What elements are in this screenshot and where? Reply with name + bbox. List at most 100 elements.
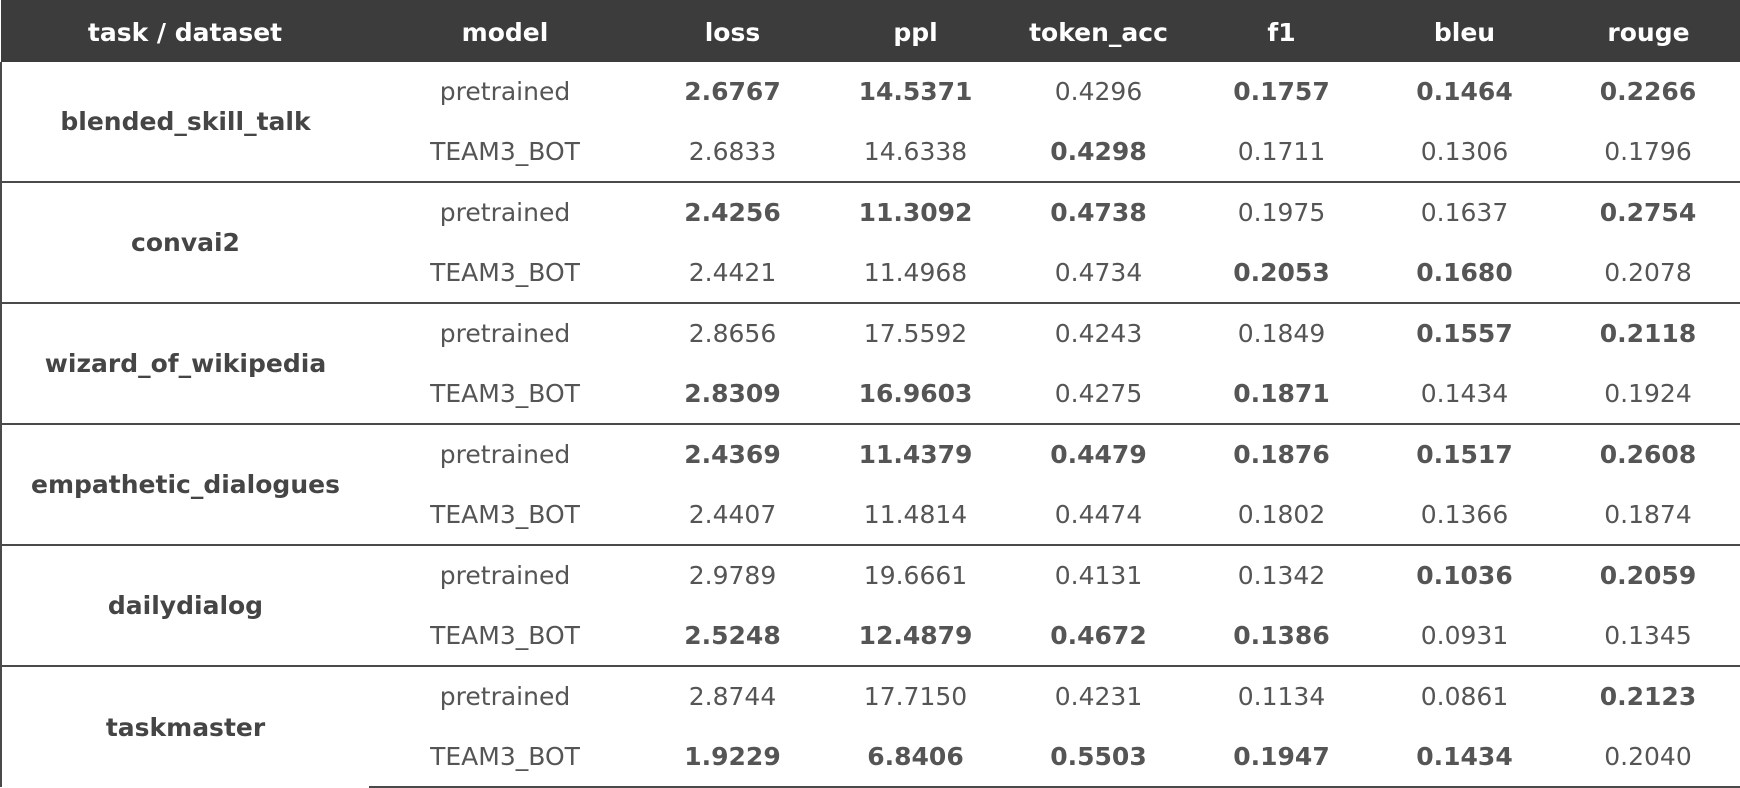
model-name-cell: pretrained [369, 181, 641, 243]
metric-cell-loss: 2.4369 [641, 423, 824, 485]
metric-cell-rouge: 0.2078 [1556, 242, 1740, 304]
table-row: taskmaster pretrained 2.8744 17.7150 0.4231 0… [0, 665, 1740, 787]
metric-cell-rouge: 0.1345 [1556, 605, 1740, 667]
metric-cell-loss: 2.6833 [641, 121, 824, 183]
metric-cell-f1: 0.2053 [1190, 242, 1373, 304]
metric-cell-token-acc: 0.4231 [1007, 665, 1190, 727]
task-name-cell: wizard_of_wikipedia [0, 302, 369, 424]
metric-cell-ppl: 16.9603 [824, 363, 1007, 425]
metric-cell-f1: 0.1711 [1190, 121, 1373, 183]
metric-cell-loss: 2.6767 [684, 77, 781, 107]
metric-cell-ppl: 14.6338 [824, 121, 1007, 183]
metric-cell-ppl: 12.4879 [824, 605, 1007, 667]
metric-cell-f1: 0.1947 [1190, 726, 1373, 788]
metric-cell-bleu: 0.1306 [1373, 121, 1556, 183]
metric-cell-f1: 0.1975 [1190, 181, 1373, 243]
table-row: TEAM3_BOT 2.8309 16.9603 0.4275 0.1871 0.1434… [1, 363, 1740, 425]
model-name-cell: pretrained [369, 544, 641, 606]
metric-cell-f1: 0.1849 [1190, 302, 1373, 364]
metric-cell-loss: 2.4421 [641, 242, 824, 304]
table-row: convai2 pretrained 2.4256 11.3092 0.4738 0.19… [0, 181, 1740, 303]
metric-cell-token-acc: 0.4243 [1007, 302, 1190, 364]
metric-cell-ppl: 17.7150 [824, 665, 1007, 727]
metric-cell-rouge: 0.2040 [1556, 726, 1740, 788]
metric-cell-rouge: 0.1796 [1556, 121, 1740, 183]
model-name-cell: TEAM3_BOT [369, 605, 641, 667]
metric-cell-bleu: 0.1036 [1373, 544, 1556, 606]
metric-cell-ppl: 14.5371 [858, 77, 973, 107]
metric-cell-token-acc: 0.5503 [1007, 726, 1190, 788]
table-header: task / dataset model loss ppl token_acc f1 ble… [1, 0, 1740, 62]
metric-cell-ppl: 11.4968 [824, 242, 1007, 304]
metric-cell-bleu: 0.0931 [1373, 605, 1556, 667]
metric-cell-ppl: 6.8406 [824, 726, 1007, 788]
metric-cell-token-acc: 0.4479 [1007, 423, 1190, 485]
metric-cell-token-acc: 0.4298 [1007, 121, 1190, 183]
metric-cell-ppl: 17.5592 [824, 302, 1007, 364]
metric-cell-bleu: 0.1464 [1416, 77, 1513, 107]
column-header-model: model [369, 0, 641, 62]
metric-cell-loss: 2.9789 [641, 544, 824, 606]
metric-cell-rouge: 0.1874 [1556, 484, 1740, 546]
model-name-cell: pretrained [369, 302, 641, 364]
metric-cell-rouge: 0.2123 [1556, 665, 1740, 727]
metric-cell-rouge: 0.1924 [1556, 363, 1740, 425]
metric-cell-token-acc: 0.4734 [1007, 242, 1190, 304]
metric-cell-bleu: 0.1434 [1373, 726, 1556, 788]
metric-cell-ppl: 19.6661 [824, 544, 1007, 606]
metric-cell-ppl: 11.3092 [824, 181, 1007, 243]
metric-cell-f1: 0.1871 [1190, 363, 1373, 425]
metric-cell-token-acc: 0.4474 [1007, 484, 1190, 546]
model-name-cell: pretrained [369, 665, 641, 727]
metric-cell-rouge: 0.2059 [1556, 544, 1740, 606]
metric-cell-f1: 0.1876 [1190, 423, 1373, 485]
model-name-cell: pretrained [369, 423, 641, 485]
table-row: wizard_of_wikipedia pretrained 2.8656 17.55… [0, 302, 1740, 424]
model-name-cell: TEAM3_BOT [369, 363, 641, 425]
header-row: task / dataset model loss ppl token_acc f1 ble… [1, 0, 1740, 62]
model-name-cell: TEAM3_BOT [369, 726, 641, 788]
metric-cell-loss: 2.4256 [641, 181, 824, 243]
table-row: TEAM3_BOT 1.9229 6.8406 0.5503 0.1947 0.1434 0… [1, 726, 1740, 788]
table-row: TEAM3_BOT 2.6833 14.6338 0.4298 0.1711 0.1306… [1, 121, 1740, 183]
metric-cell-rouge: 0.2754 [1556, 181, 1740, 243]
table-row: TEAM3_BOT 2.5248 12.4879 0.4672 0.1386 0.0931… [1, 605, 1740, 667]
metric-cell-f1: 0.1757 [1233, 77, 1330, 107]
model-name-cell: TEAM3_BOT [369, 484, 641, 546]
column-header-loss: loss [641, 0, 824, 62]
metric-cell-rouge: 0.2608 [1556, 423, 1740, 485]
table-row: TEAM3_BOT 2.4407 11.4814 0.4474 0.1802 0.1366… [1, 484, 1740, 546]
metric-cell-token-acc: 0.4131 [1007, 544, 1190, 606]
metric-cell-f1: 0.1342 [1190, 544, 1373, 606]
table-row: TEAM3_BOT 2.4421 11.4968 0.4734 0.2053 0.1680… [1, 242, 1740, 304]
model-name-cell: TEAM3_BOT [369, 242, 641, 304]
metric-cell-rouge: 0.2266 [1556, 62, 1740, 122]
task-name-cell: taskmaster [0, 665, 369, 787]
table-body: blended_skill_talk pretrained 2.6767 14.537… [0, 62, 1740, 788]
table-row: dailydialog pretrained 2.9789 19.6661 0.4131… [0, 544, 1740, 666]
metric-cell-token-acc: 0.4296 [1054, 77, 1143, 107]
model-name-cell: TEAM3_BOT [369, 121, 641, 183]
metric-cell-loss: 2.8656 [641, 302, 824, 364]
metric-cell-bleu: 0.1637 [1373, 181, 1556, 243]
metric-cell-bleu: 0.1680 [1373, 242, 1556, 304]
model-name-cell: pretrained [439, 77, 571, 107]
task-name-cell: empathetic_dialogues [0, 423, 369, 545]
table-row: empathetic_dialogues pretrained 2.4369 11.4… [0, 423, 1740, 545]
column-header-f1: f1 [1190, 0, 1373, 62]
metric-cell-f1: 0.1386 [1190, 605, 1373, 667]
task-name-cell: convai2 [0, 181, 369, 303]
metric-cell-bleu: 0.1557 [1373, 302, 1556, 364]
metric-cell-token-acc: 0.4672 [1007, 605, 1190, 667]
metric-cell-bleu: 0.1434 [1373, 363, 1556, 425]
metric-cell-f1: 0.1802 [1190, 484, 1373, 546]
column-header-rouge: rouge [1556, 0, 1740, 62]
task-name-cell: dailydialog [0, 544, 369, 666]
metric-cell-ppl: 11.4379 [824, 423, 1007, 485]
column-header-ppl: ppl [824, 0, 1007, 62]
metric-cell-loss: 2.4407 [641, 484, 824, 546]
metric-cell-token-acc: 0.4275 [1007, 363, 1190, 425]
metric-cell-token-acc: 0.4738 [1007, 181, 1190, 243]
metric-cell-f1: 0.1134 [1190, 665, 1373, 727]
